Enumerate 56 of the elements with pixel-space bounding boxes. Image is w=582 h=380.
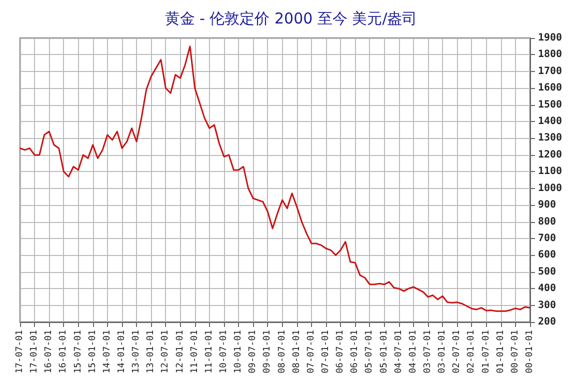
x-tick-label: 16-01-01 [58, 330, 69, 374]
x-tick-label: 00-07-01 [510, 330, 520, 374]
y-tick-label: 1100 [538, 166, 562, 178]
x-tick-label: 02-07-01 [452, 330, 462, 374]
y-tick-label: 500 [538, 266, 556, 278]
x-tick-label: 08-01-01 [292, 330, 302, 374]
x-tick-label: 07-01-01 [321, 330, 331, 374]
x-tick-label: 16-07-01 [44, 330, 54, 374]
y-tick-label: 1600 [538, 82, 562, 94]
x-tick-label: 01-07-01 [481, 330, 492, 374]
chart-title: 黄金 - 伦敦定价 2000 至今 美元/盎司 [164, 10, 418, 28]
x-tick-label: 15-01-01 [88, 330, 98, 374]
x-tick-label: 03-01-01 [438, 330, 448, 374]
x-tick-label: 12-01-01 [175, 330, 186, 374]
x-tick-label: 17-01-01 [30, 330, 40, 374]
y-tick-label: 1700 [538, 66, 562, 77]
x-tick-label: 04-01-01 [408, 330, 418, 374]
x-tick-label: 01-01-01 [496, 330, 506, 374]
x-tick-label: 11-01-01 [204, 330, 214, 374]
y-tick-label: 1900 [538, 32, 562, 44]
y-tick-label: 800 [538, 216, 556, 228]
y-tick-label: 200 [538, 316, 556, 328]
y-tick-label: 1400 [538, 116, 562, 128]
x-tick-label: 09-07-01 [248, 330, 258, 374]
x-tick-label: 14-01-01 [117, 330, 127, 374]
x-tick-label: 06-01-01 [350, 330, 360, 374]
y-tick-label: 1800 [538, 49, 562, 60]
x-tick-label: 00-01-01 [525, 330, 535, 374]
x-tick-label: 17-07-01 [15, 330, 25, 374]
x-tick-label: 13-01-01 [146, 330, 156, 374]
x-tick-label: 10-07-01 [219, 330, 229, 374]
y-tick-label: 1300 [538, 132, 562, 144]
y-tick-label: 700 [538, 232, 556, 244]
x-tick-label: 07-07-01 [306, 330, 316, 374]
x-tick-label: 15-07-01 [73, 330, 84, 374]
x-tick-label: 05-07-01 [364, 330, 375, 374]
line-series [19, 46, 531, 312]
x-tick-label: 09-01-01 [262, 330, 273, 374]
x-tick-label: 13-07-01 [132, 330, 142, 374]
y-tick-label: 1000 [538, 182, 562, 194]
x-tick-label: 02-01-01 [466, 330, 477, 374]
x-tick-label: 08-07-01 [277, 330, 288, 374]
x-tick-label: 03-07-01 [423, 330, 433, 374]
x-tick-label: 14-07-01 [102, 330, 112, 374]
y-tick-label: 300 [538, 300, 556, 311]
y-tick-label: 900 [538, 200, 556, 211]
x-tick-label: 06-07-01 [336, 330, 346, 374]
x-tick-label: 11-07-01 [190, 330, 200, 374]
x-tick-label: 12-07-01 [160, 330, 171, 374]
x-tick-label: 05-01-01 [379, 330, 390, 374]
x-tick-label: 04-07-01 [394, 330, 404, 374]
y-tick-label: 600 [538, 250, 556, 261]
y-tick-label: 400 [538, 283, 556, 294]
x-tick-label: 10-01-01 [234, 330, 244, 374]
y-tick-label: 1200 [538, 149, 562, 160]
y-tick-label: 1500 [538, 99, 562, 110]
